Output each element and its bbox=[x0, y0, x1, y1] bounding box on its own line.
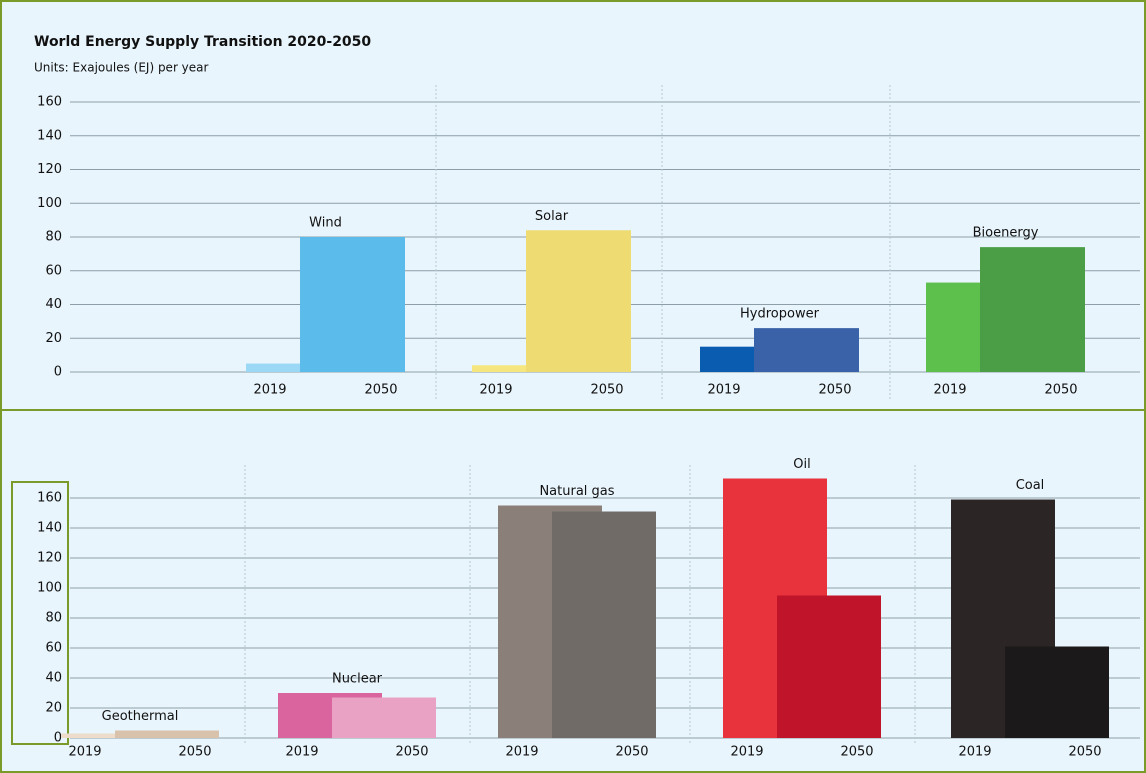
group-label: Wind bbox=[309, 216, 342, 231]
group-label: Geothermal bbox=[102, 709, 179, 724]
group-label: Oil bbox=[793, 457, 810, 472]
y-tick-label: 140 bbox=[37, 128, 62, 143]
x-tick-label: 2050 bbox=[1068, 745, 1101, 760]
page: World Energy Supply Transition 2020-2050… bbox=[0, 0, 1146, 773]
group-label: Coal bbox=[1016, 478, 1045, 493]
group-label: Bioenergy bbox=[973, 226, 1039, 241]
x-tick-label: 2019 bbox=[707, 383, 740, 398]
y-tick-label: 100 bbox=[37, 581, 62, 596]
x-tick-label: 2050 bbox=[364, 383, 397, 398]
bar bbox=[552, 512, 656, 739]
x-tick-label: 2019 bbox=[253, 383, 286, 398]
y-tick-label: 20 bbox=[45, 331, 62, 346]
y-tick-label: 120 bbox=[37, 162, 62, 177]
x-tick-label: 2019 bbox=[285, 745, 318, 760]
bar bbox=[115, 731, 219, 739]
group-label: Natural gas bbox=[539, 484, 614, 499]
bar bbox=[980, 247, 1085, 372]
x-tick-label: 2050 bbox=[840, 745, 873, 760]
x-tick-label: 2050 bbox=[395, 745, 428, 760]
x-tick-label: 2019 bbox=[505, 745, 538, 760]
bar bbox=[777, 596, 881, 739]
y-tick-label: 80 bbox=[45, 230, 62, 245]
x-tick-label: 2050 bbox=[1044, 383, 1077, 398]
y-tick-label: 100 bbox=[37, 196, 62, 211]
bar bbox=[332, 698, 436, 739]
bar bbox=[300, 237, 405, 372]
y-tick-label: 60 bbox=[45, 263, 62, 278]
group-label: Hydropower bbox=[740, 307, 820, 322]
y-tick-label: 160 bbox=[37, 491, 62, 506]
group-label: Nuclear bbox=[332, 672, 383, 687]
chart-subtitle: Units: Exajoules (EJ) per year bbox=[34, 61, 209, 75]
y-tick-label: 60 bbox=[45, 641, 62, 656]
x-tick-label: 2019 bbox=[479, 383, 512, 398]
x-tick-label: 2050 bbox=[818, 383, 851, 398]
x-tick-label: 2019 bbox=[730, 745, 763, 760]
x-tick-label: 2019 bbox=[933, 383, 966, 398]
y-tick-label: 120 bbox=[37, 551, 62, 566]
x-tick-label: 2050 bbox=[590, 383, 623, 398]
y-tick-label: 40 bbox=[45, 671, 62, 686]
x-tick-label: 2019 bbox=[958, 745, 991, 760]
bar bbox=[754, 328, 859, 372]
y-tick-label: 40 bbox=[45, 297, 62, 312]
y-tick-label: 0 bbox=[54, 731, 62, 746]
y-tick-label: 0 bbox=[54, 365, 62, 380]
chart: World Energy Supply Transition 2020-2050… bbox=[0, 0, 1146, 773]
x-tick-label: 2019 bbox=[68, 745, 101, 760]
chart-title: World Energy Supply Transition 2020-2050 bbox=[34, 34, 371, 50]
bar bbox=[1005, 647, 1109, 739]
y-tick-label: 140 bbox=[37, 521, 62, 536]
y-tick-label: 20 bbox=[45, 701, 62, 716]
bar bbox=[526, 230, 631, 372]
y-tick-label: 160 bbox=[37, 95, 62, 110]
x-tick-label: 2050 bbox=[178, 745, 211, 760]
y-tick-label: 80 bbox=[45, 611, 62, 626]
x-tick-label: 2050 bbox=[615, 745, 648, 760]
group-label: Solar bbox=[535, 209, 569, 224]
